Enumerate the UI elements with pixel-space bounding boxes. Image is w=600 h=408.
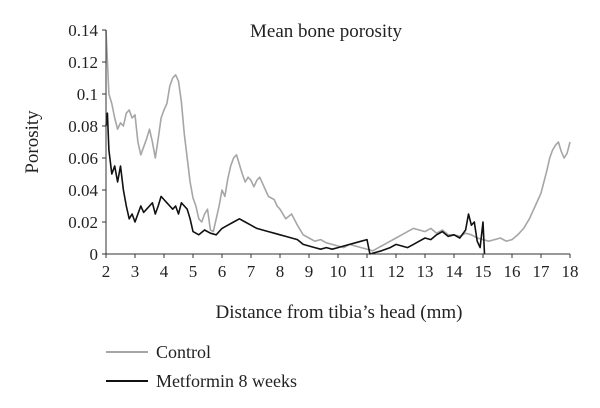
x-tick-label: 18: [562, 262, 579, 281]
chart-title: Mean bone porosity: [250, 21, 402, 42]
y-tick-label: 0.08: [68, 117, 98, 136]
y-tick-label: 0.04: [68, 181, 98, 200]
x-tick-label: 3: [131, 262, 140, 281]
axes: [105, 30, 570, 255]
legend-label-metformin: Metformin 8 weeks: [156, 371, 297, 391]
x-tick-label: 12: [388, 262, 405, 281]
x-tick-label: 2: [102, 262, 111, 281]
y-tick-labels: 0 0.02 0.04 0.06 0.08 0.1 0.12 0.14: [68, 21, 106, 264]
x-tick-label: 4: [160, 262, 169, 281]
y-tick-label: 0.06: [68, 149, 98, 168]
x-tick-label: 11: [359, 262, 375, 281]
y-tick-label: 0.1: [77, 85, 98, 104]
x-tick-label: 17: [533, 262, 551, 281]
series-line-metformin: [105, 112, 486, 255]
y-tick-label: 0: [90, 245, 99, 264]
x-tick-label: 8: [276, 262, 285, 281]
x-tick-label: 5: [189, 262, 198, 281]
legend: Control Metformin 8 weeks: [106, 342, 297, 391]
x-tick-label: 7: [247, 262, 256, 281]
y-tick-label: 0.14: [68, 21, 98, 40]
x-axis-label: Distance from tibia’s head (mm): [216, 302, 463, 323]
x-tick-label: 16: [504, 262, 521, 281]
x-tick-label: 13: [417, 262, 434, 281]
plot-lines: [105, 29, 571, 255]
y-tick-label: 0.12: [68, 53, 98, 72]
series-line-control: [105, 29, 571, 252]
y-axis-label: Porosity: [22, 110, 43, 174]
x-tick-labels: 2 3 4 5 6 7 8 9 10 11 12 13 14 15 16 17 18: [102, 254, 579, 281]
x-tick-label: 14: [446, 262, 464, 281]
y-tick-label: 0.02: [68, 213, 98, 232]
x-tick-label: 9: [305, 262, 314, 281]
x-tick-label: 15: [475, 262, 492, 281]
x-tick-label: 6: [218, 262, 227, 281]
legend-label-control: Control: [156, 342, 211, 362]
x-tick-label: 10: [330, 262, 347, 281]
